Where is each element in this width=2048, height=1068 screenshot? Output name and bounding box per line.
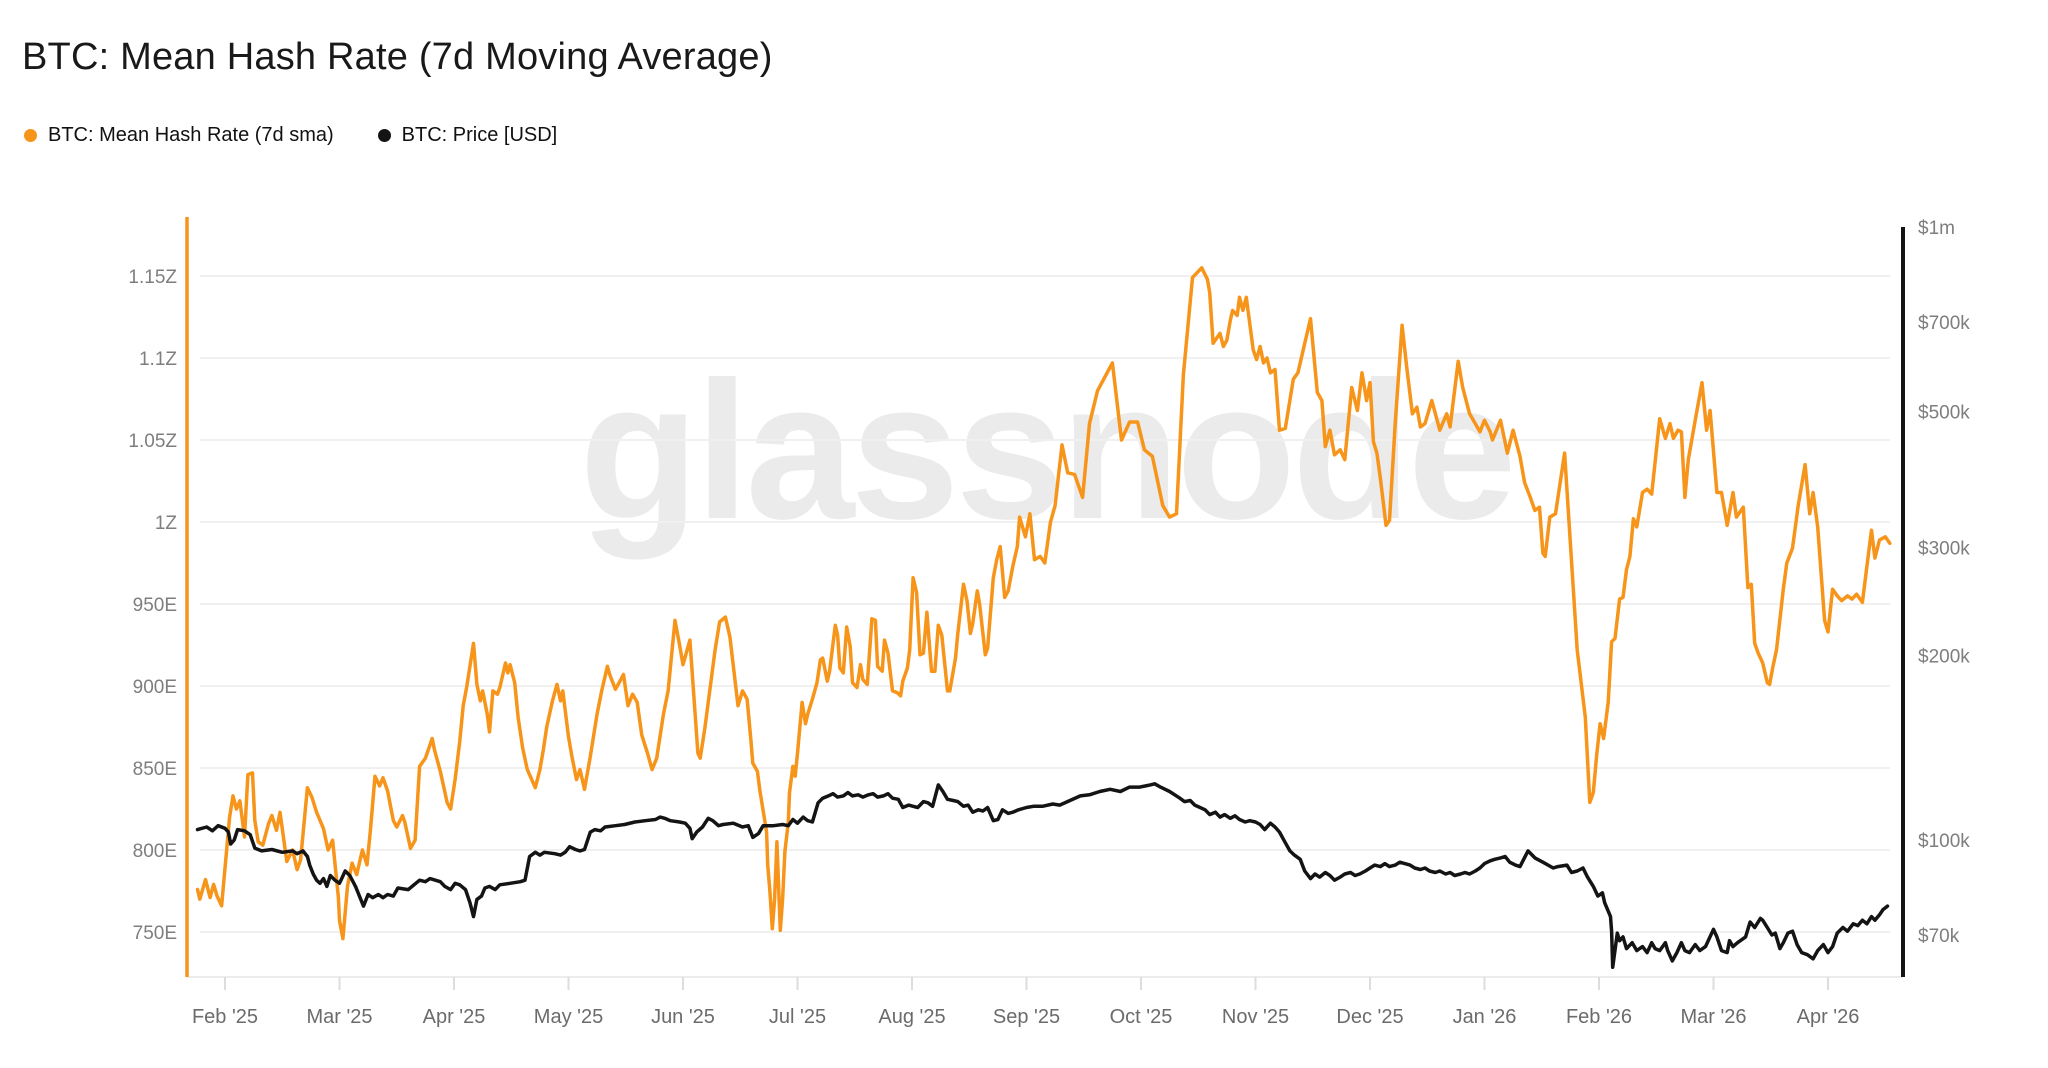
- hashrate-legend-dot-icon: [24, 129, 37, 142]
- x-tick-label: Aug '25: [878, 1006, 945, 1028]
- y-left-tick-label: 950E: [133, 595, 177, 616]
- x-tick-label: Nov '25: [1222, 1006, 1289, 1028]
- series-lines: [195, 266, 1892, 970]
- legend-label-price: BTC: Price [USD]: [401, 124, 558, 146]
- chart-legend: BTC: Mean Hash Rate (7d sma) BTC: Price …: [24, 124, 557, 147]
- y-right-tick-label: $200k: [1918, 646, 1970, 667]
- legend-item-hashrate[interactable]: BTC: Mean Hash Rate (7d sma): [24, 124, 334, 147]
- legend-label-hashrate: BTC: Mean Hash Rate (7d sma): [48, 124, 334, 146]
- x-tick-label: Sep '25: [993, 1006, 1060, 1028]
- y-left-tick-label: 750E: [133, 923, 177, 944]
- y-right-tick-label: $70k: [1918, 926, 1960, 947]
- y-left-tick-label: 800E: [133, 841, 177, 862]
- y-left-tick-label: 850E: [133, 759, 177, 780]
- x-tick-label: Dec '25: [1336, 1006, 1403, 1028]
- x-tick-label: Apr '25: [423, 1006, 486, 1028]
- x-tick-label: May '25: [534, 1006, 603, 1028]
- legend-item-price[interactable]: BTC: Price [USD]: [377, 124, 558, 147]
- y-left-tick-label: 1.05Z: [128, 431, 177, 452]
- y-axis-left-labels: 1.15Z 1.1Z 1.05Z 1Z 950E 900E 850E 800E 750E: [128, 267, 177, 944]
- y-left-tick-label: 1Z: [155, 513, 178, 534]
- x-tick-label: Apr '26: [1797, 1006, 1860, 1028]
- x-tick-label: Feb '26: [1566, 1006, 1632, 1028]
- y-right-tick-label: $100k: [1918, 831, 1970, 852]
- price-line: [195, 782, 1890, 970]
- y-right-tick-label: $700k: [1918, 313, 1970, 334]
- price-legend-dot-icon: [377, 129, 391, 142]
- page-title: BTC: Mean Hash Rate (7d Moving Average): [22, 36, 773, 78]
- gridlines: [187, 275, 1903, 978]
- x-tick-label: Oct '25: [1110, 1006, 1173, 1028]
- x-tick-label: Mar '25: [306, 1006, 372, 1028]
- y-right-tick-label: $300k: [1918, 539, 1970, 560]
- axis-lines: [185, 217, 1905, 977]
- y-right-tick-label: $500k: [1918, 403, 1970, 424]
- y-axis-right-labels: $1m $700k $500k $300k $200k $100k $70k: [1918, 218, 1970, 947]
- y-right-tick-label: $1m: [1918, 218, 1955, 239]
- y-left-tick-label: 900E: [133, 677, 177, 698]
- x-axis-labels: Feb '25 Mar '25 Apr '25 May '25 Jun '25 Jul '…: [192, 977, 1859, 1028]
- x-tick-label: Jul '25: [769, 1006, 826, 1028]
- y-left-tick-label: 1.1Z: [139, 349, 177, 370]
- x-tick-label: Feb '25: [192, 1006, 258, 1028]
- x-tick-label: Mar '26: [1680, 1006, 1746, 1028]
- x-tick-label: Jan '26: [1453, 1006, 1517, 1028]
- hashrate-line: [195, 266, 1892, 941]
- x-tick-label: Jun '25: [651, 1006, 715, 1028]
- y-left-tick-label: 1.15Z: [128, 267, 177, 288]
